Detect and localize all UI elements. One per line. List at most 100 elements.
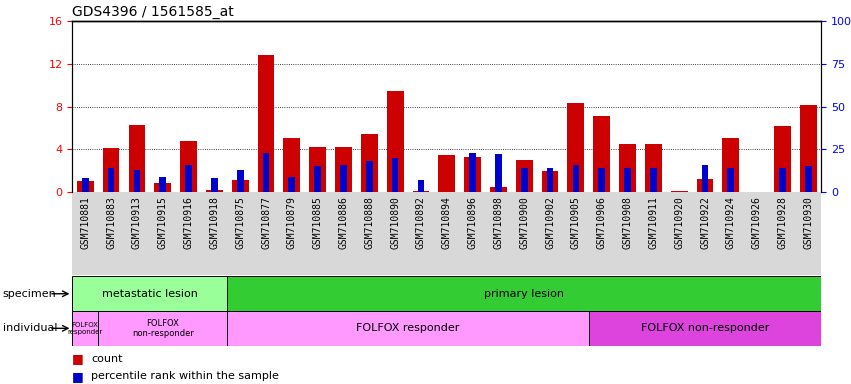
Text: GSM710915: GSM710915 [157,196,168,249]
Text: GSM710892: GSM710892 [416,196,426,249]
Text: GSM710885: GSM710885 [312,196,323,249]
Text: GSM710916: GSM710916 [184,196,193,249]
Text: FOLFOX
responder: FOLFOX responder [67,322,103,335]
Text: GSM710926: GSM710926 [751,196,762,249]
Text: metastatic lesion: metastatic lesion [102,289,197,299]
Bar [154,184,171,192]
Text: GSM710913: GSM710913 [132,196,142,249]
Text: GSM710886: GSM710886 [339,196,348,249]
Bar [546,168,553,192]
Bar [469,153,476,192]
Bar [314,166,321,192]
Bar [464,157,481,192]
Bar [598,168,605,192]
Text: GSM710898: GSM710898 [494,196,504,249]
Text: GSM710879: GSM710879 [287,196,297,249]
Text: ■: ■ [72,370,84,383]
Text: GSM710911: GSM710911 [648,196,659,249]
Bar [108,168,114,192]
Bar [366,161,373,192]
Bar [593,116,610,192]
Bar [589,311,821,346]
Text: GSM710906: GSM710906 [597,196,607,249]
Text: individual: individual [3,323,57,333]
Bar [645,144,662,192]
Text: percentile rank within the sample: percentile rank within the sample [91,371,279,381]
Text: GSM710905: GSM710905 [571,196,581,249]
Bar [650,168,657,192]
Text: GSM710918: GSM710918 [209,196,220,249]
Bar [159,177,166,192]
Bar [438,155,455,192]
Bar [227,311,589,346]
Bar [521,168,528,192]
Bar [340,165,347,192]
Bar [231,180,248,192]
Bar [516,160,533,192]
Bar [800,106,817,192]
Text: GSM710930: GSM710930 [803,196,814,249]
Bar [722,137,740,192]
Text: GSM710875: GSM710875 [235,196,245,249]
Bar [77,181,94,192]
Bar [361,134,378,192]
Text: GSM710900: GSM710900 [519,196,529,249]
Bar [103,148,119,192]
Bar [237,170,243,192]
Bar [568,103,585,192]
Bar [391,158,398,192]
Text: GSM710896: GSM710896 [467,196,477,249]
Text: FOLFOX responder: FOLFOX responder [357,323,460,333]
Bar [72,311,98,346]
Bar [386,91,403,192]
Bar [82,178,89,192]
Bar [309,147,326,192]
Bar [671,191,688,192]
Text: GSM710928: GSM710928 [778,196,787,249]
Text: GSM710890: GSM710890 [390,196,400,249]
Text: FOLFOX
non-responder: FOLFOX non-responder [132,319,194,338]
Bar [542,170,558,192]
Bar [335,147,351,192]
Bar [805,166,812,192]
Bar [413,191,430,192]
Bar [697,179,713,192]
Text: FOLFOX non-responder: FOLFOX non-responder [641,323,769,333]
Text: ■: ■ [72,353,84,366]
Bar [288,177,295,192]
Text: GSM710894: GSM710894 [442,196,452,249]
Bar [180,141,197,192]
Bar [573,165,580,192]
Text: GDS4396 / 1561585_at: GDS4396 / 1561585_at [72,5,234,19]
Bar [186,165,191,192]
Bar [780,168,785,192]
Text: primary lesion: primary lesion [484,289,564,299]
Bar [206,190,223,192]
Text: GSM710922: GSM710922 [700,196,710,249]
Text: GSM710924: GSM710924 [726,196,736,249]
Bar [283,137,300,192]
Bar [702,165,708,192]
Bar [490,187,507,192]
Bar [495,154,502,192]
Text: count: count [91,354,123,364]
Text: GSM710920: GSM710920 [674,196,684,249]
Text: GSM710877: GSM710877 [261,196,271,249]
Bar [211,178,218,192]
Text: specimen: specimen [3,289,56,299]
Bar [129,125,146,192]
Bar [418,180,425,192]
Bar [263,153,270,192]
Bar [774,126,791,192]
Bar [728,168,734,192]
Text: GSM710902: GSM710902 [545,196,555,249]
Bar [620,144,636,192]
Text: GSM710881: GSM710881 [80,196,90,249]
Bar [227,276,821,311]
Bar [98,311,227,346]
Bar [134,170,140,192]
Bar [624,168,631,192]
Text: GSM710883: GSM710883 [106,196,116,249]
Bar [258,55,274,192]
Text: GSM710888: GSM710888 [364,196,374,249]
